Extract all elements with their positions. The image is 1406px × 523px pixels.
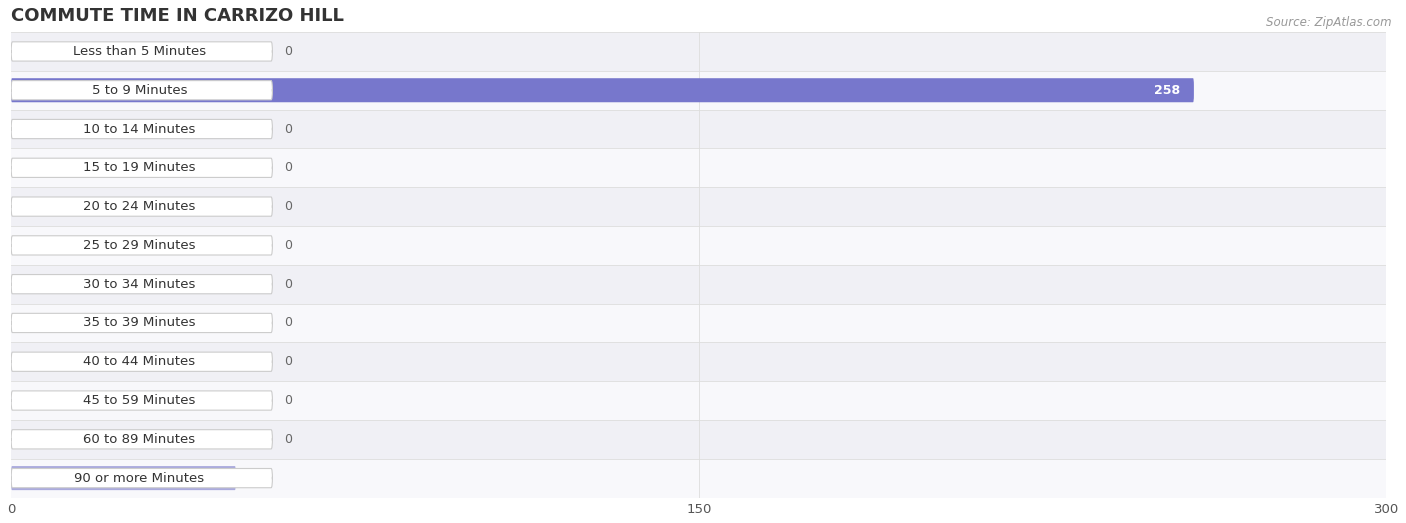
FancyBboxPatch shape — [11, 78, 1194, 103]
FancyBboxPatch shape — [11, 81, 273, 100]
Bar — [11, 32, 1386, 71]
Bar — [11, 187, 1386, 226]
Text: 90 or more Minutes: 90 or more Minutes — [75, 472, 204, 485]
Text: 0: 0 — [284, 45, 292, 58]
Text: 0: 0 — [284, 122, 292, 135]
Text: 5 to 9 Minutes: 5 to 9 Minutes — [91, 84, 187, 97]
Text: 49: 49 — [205, 472, 222, 485]
Text: 20 to 24 Minutes: 20 to 24 Minutes — [83, 200, 195, 213]
FancyBboxPatch shape — [11, 313, 273, 333]
Text: 30 to 34 Minutes: 30 to 34 Minutes — [83, 278, 195, 291]
Bar — [11, 110, 1386, 149]
Text: 15 to 19 Minutes: 15 to 19 Minutes — [83, 161, 195, 174]
FancyBboxPatch shape — [11, 42, 273, 61]
FancyBboxPatch shape — [11, 197, 273, 216]
Bar — [11, 303, 1386, 343]
Text: Source: ZipAtlas.com: Source: ZipAtlas.com — [1267, 16, 1392, 29]
FancyBboxPatch shape — [11, 275, 273, 294]
Text: 0: 0 — [284, 316, 292, 329]
Text: 0: 0 — [284, 161, 292, 174]
Text: 25 to 29 Minutes: 25 to 29 Minutes — [83, 239, 195, 252]
Text: 0: 0 — [284, 355, 292, 368]
Text: 0: 0 — [284, 200, 292, 213]
FancyBboxPatch shape — [11, 391, 273, 410]
Text: 0: 0 — [284, 239, 292, 252]
Bar — [11, 265, 1386, 303]
Text: 258: 258 — [1154, 84, 1180, 97]
Text: 0: 0 — [284, 278, 292, 291]
Bar — [11, 420, 1386, 459]
FancyBboxPatch shape — [11, 158, 273, 177]
FancyBboxPatch shape — [11, 352, 273, 371]
FancyBboxPatch shape — [11, 236, 273, 255]
Text: COMMUTE TIME IN CARRIZO HILL: COMMUTE TIME IN CARRIZO HILL — [11, 7, 344, 25]
FancyBboxPatch shape — [11, 430, 273, 449]
Text: 0: 0 — [284, 394, 292, 407]
Bar — [11, 149, 1386, 187]
Text: 60 to 89 Minutes: 60 to 89 Minutes — [83, 433, 195, 446]
Bar — [11, 343, 1386, 381]
Text: 45 to 59 Minutes: 45 to 59 Minutes — [83, 394, 195, 407]
FancyBboxPatch shape — [11, 119, 273, 139]
Bar — [11, 381, 1386, 420]
Bar — [11, 226, 1386, 265]
FancyBboxPatch shape — [11, 469, 273, 488]
Text: 10 to 14 Minutes: 10 to 14 Minutes — [83, 122, 195, 135]
Bar — [11, 459, 1386, 497]
Bar — [11, 71, 1386, 110]
FancyBboxPatch shape — [11, 466, 236, 490]
Text: 35 to 39 Minutes: 35 to 39 Minutes — [83, 316, 195, 329]
Text: Less than 5 Minutes: Less than 5 Minutes — [73, 45, 207, 58]
Text: 40 to 44 Minutes: 40 to 44 Minutes — [83, 355, 195, 368]
Text: 0: 0 — [284, 433, 292, 446]
